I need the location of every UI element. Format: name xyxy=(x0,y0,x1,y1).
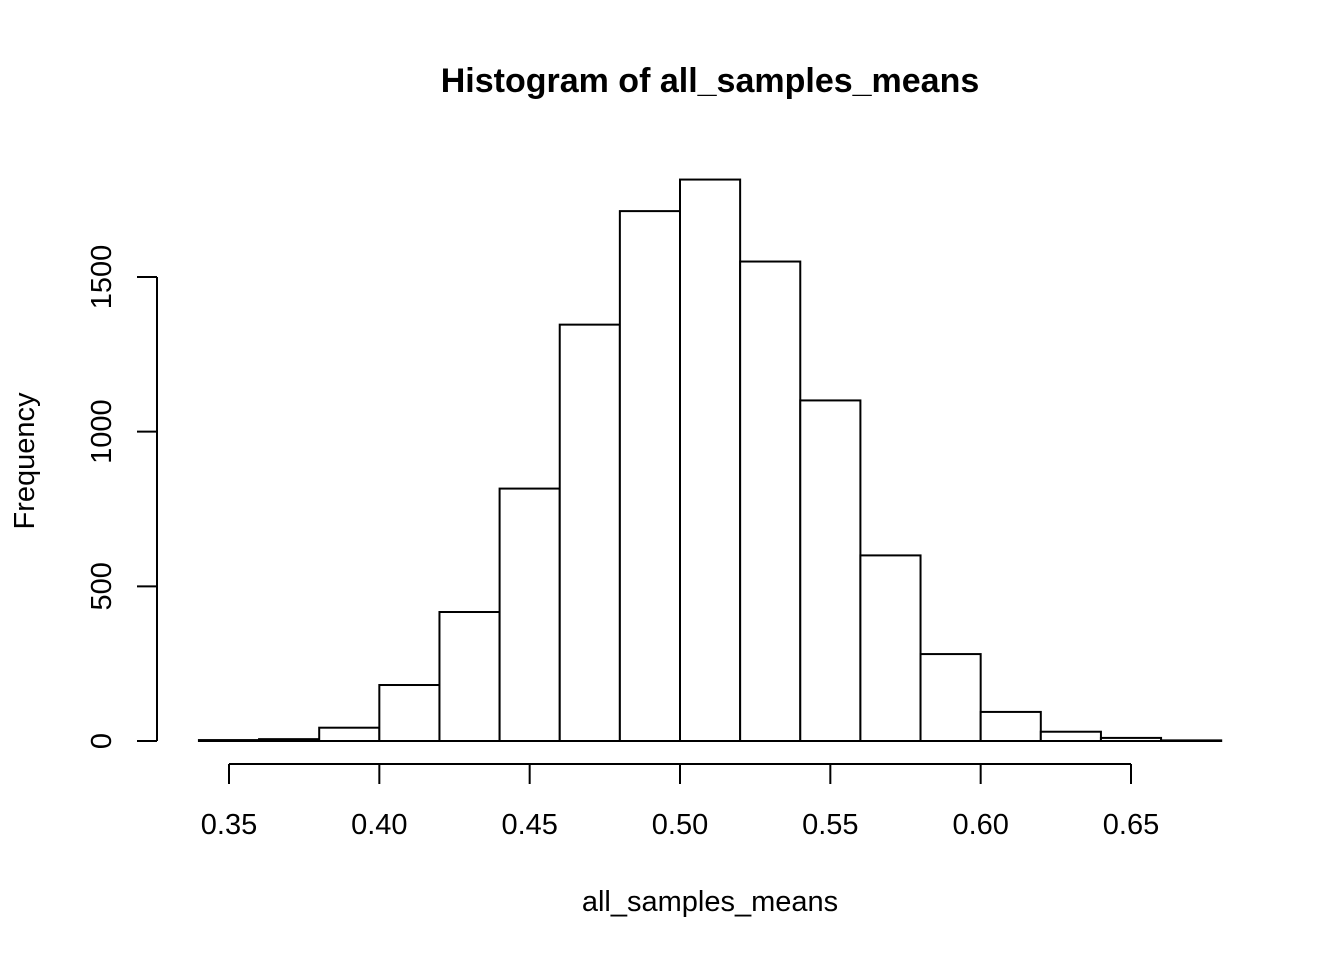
histogram-bar xyxy=(739,260,802,742)
x-axis: 0.35 0.40 0.45 0.50 0.55 0.60 0.65 xyxy=(201,763,1159,841)
histogram-bar xyxy=(498,487,561,743)
histogram-bar xyxy=(438,611,501,742)
y-axis: 0 500 1000 1500 xyxy=(86,245,158,749)
y-tick-label: 500 xyxy=(86,562,118,610)
x-tick-label: 0.60 xyxy=(952,809,1008,841)
x-tick-label: 0.40 xyxy=(351,809,407,841)
y-tick-label: 1500 xyxy=(86,245,118,310)
x-tick-label: 0.55 xyxy=(802,809,858,841)
x-axis-title: all_samples_means xyxy=(582,886,838,918)
x-tick-label: 0.45 xyxy=(501,809,557,841)
x-tick-label: 0.50 xyxy=(652,809,708,841)
x-tick-label: 0.65 xyxy=(1103,809,1159,841)
histogram-bar xyxy=(318,726,381,743)
histogram-bar xyxy=(919,653,982,742)
y-tick-label: 1000 xyxy=(86,399,118,464)
chart-title: Histogram of all_samples_means xyxy=(441,62,980,100)
histogram-bar xyxy=(378,684,441,743)
bars-group xyxy=(197,178,1223,743)
histogram-bar xyxy=(979,710,1042,743)
y-tick-label: 0 xyxy=(86,733,118,749)
histogram-bar xyxy=(679,178,742,742)
histogram-bar xyxy=(859,554,922,743)
histogram-bar xyxy=(558,323,621,742)
histogram-bar xyxy=(799,399,862,742)
histogram-bar xyxy=(618,210,681,742)
x-tick-label: 0.35 xyxy=(201,809,257,841)
y-axis-title: Frequency xyxy=(9,392,41,530)
histogram-bar xyxy=(1039,730,1102,742)
